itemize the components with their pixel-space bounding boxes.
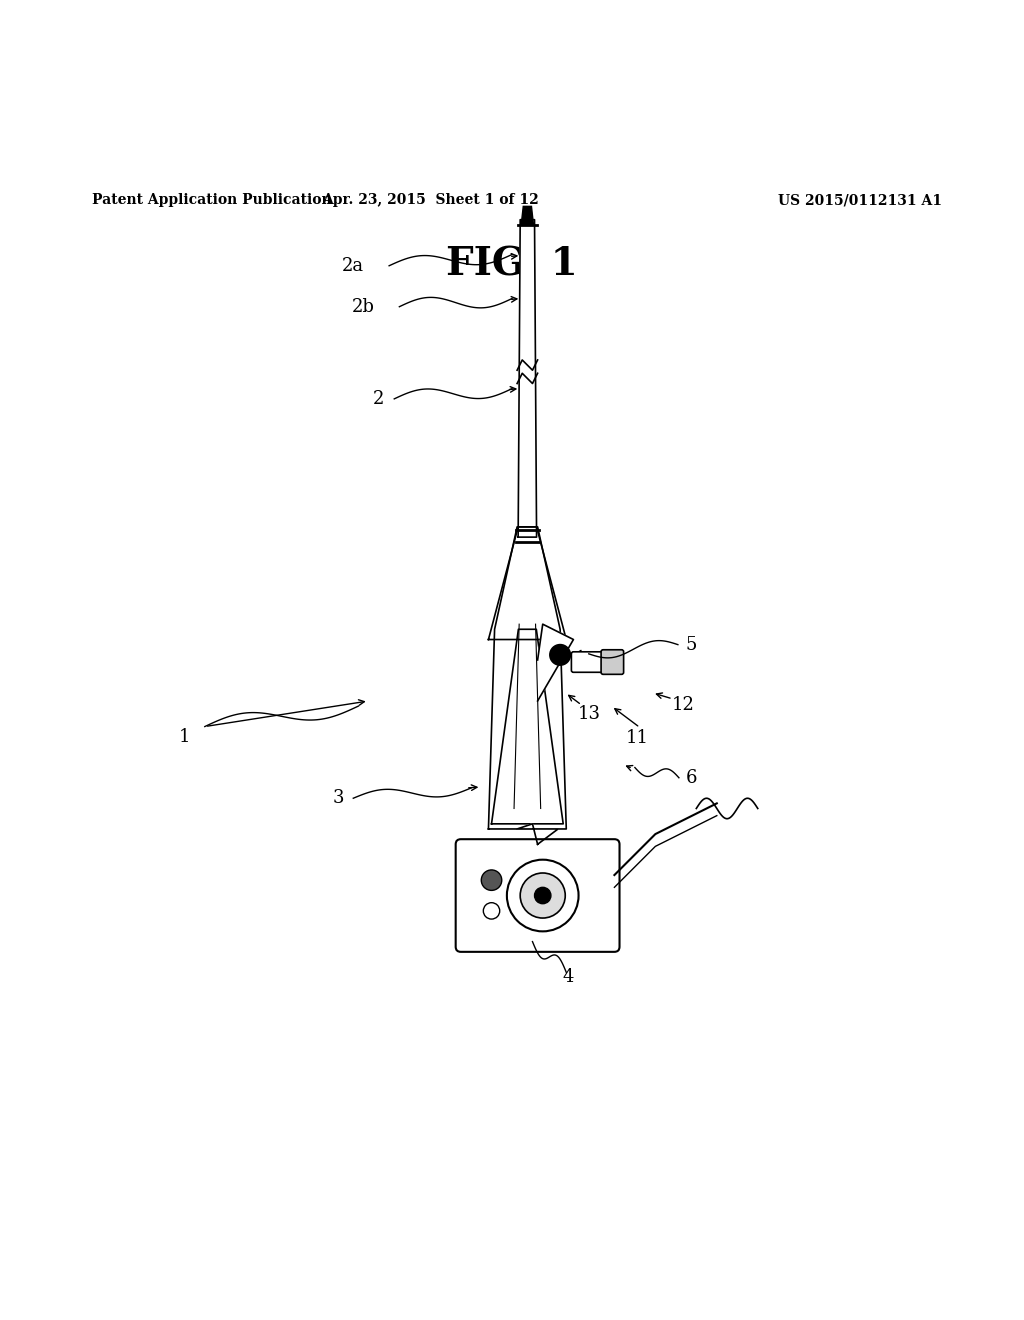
Text: FIG. 1: FIG. 1 (446, 246, 578, 284)
Text: 2: 2 (373, 389, 385, 408)
Polygon shape (517, 824, 558, 845)
Text: 1: 1 (178, 727, 190, 746)
FancyBboxPatch shape (571, 652, 604, 672)
Text: Patent Application Publication: Patent Application Publication (92, 193, 332, 207)
Text: 3: 3 (332, 789, 344, 808)
Text: 11: 11 (626, 729, 648, 747)
Text: 2b: 2b (352, 298, 375, 315)
Text: 5: 5 (685, 636, 697, 653)
Text: 12: 12 (672, 696, 694, 714)
Circle shape (550, 644, 570, 665)
Polygon shape (492, 630, 563, 824)
FancyBboxPatch shape (456, 840, 620, 952)
Polygon shape (521, 206, 534, 224)
Polygon shape (518, 219, 537, 537)
Circle shape (520, 873, 565, 917)
FancyBboxPatch shape (601, 649, 624, 675)
Text: 6: 6 (685, 768, 697, 787)
Circle shape (483, 903, 500, 919)
Text: 2a: 2a (342, 257, 365, 275)
Text: US 2015/0112131 A1: US 2015/0112131 A1 (778, 193, 942, 207)
Polygon shape (488, 527, 566, 639)
Circle shape (507, 859, 579, 932)
Polygon shape (488, 527, 566, 829)
Text: 13: 13 (578, 705, 600, 723)
Circle shape (481, 870, 502, 891)
Circle shape (535, 887, 551, 904)
Text: 4: 4 (562, 969, 574, 986)
Text: Apr. 23, 2015  Sheet 1 of 12: Apr. 23, 2015 Sheet 1 of 12 (322, 193, 539, 207)
Polygon shape (538, 624, 573, 701)
